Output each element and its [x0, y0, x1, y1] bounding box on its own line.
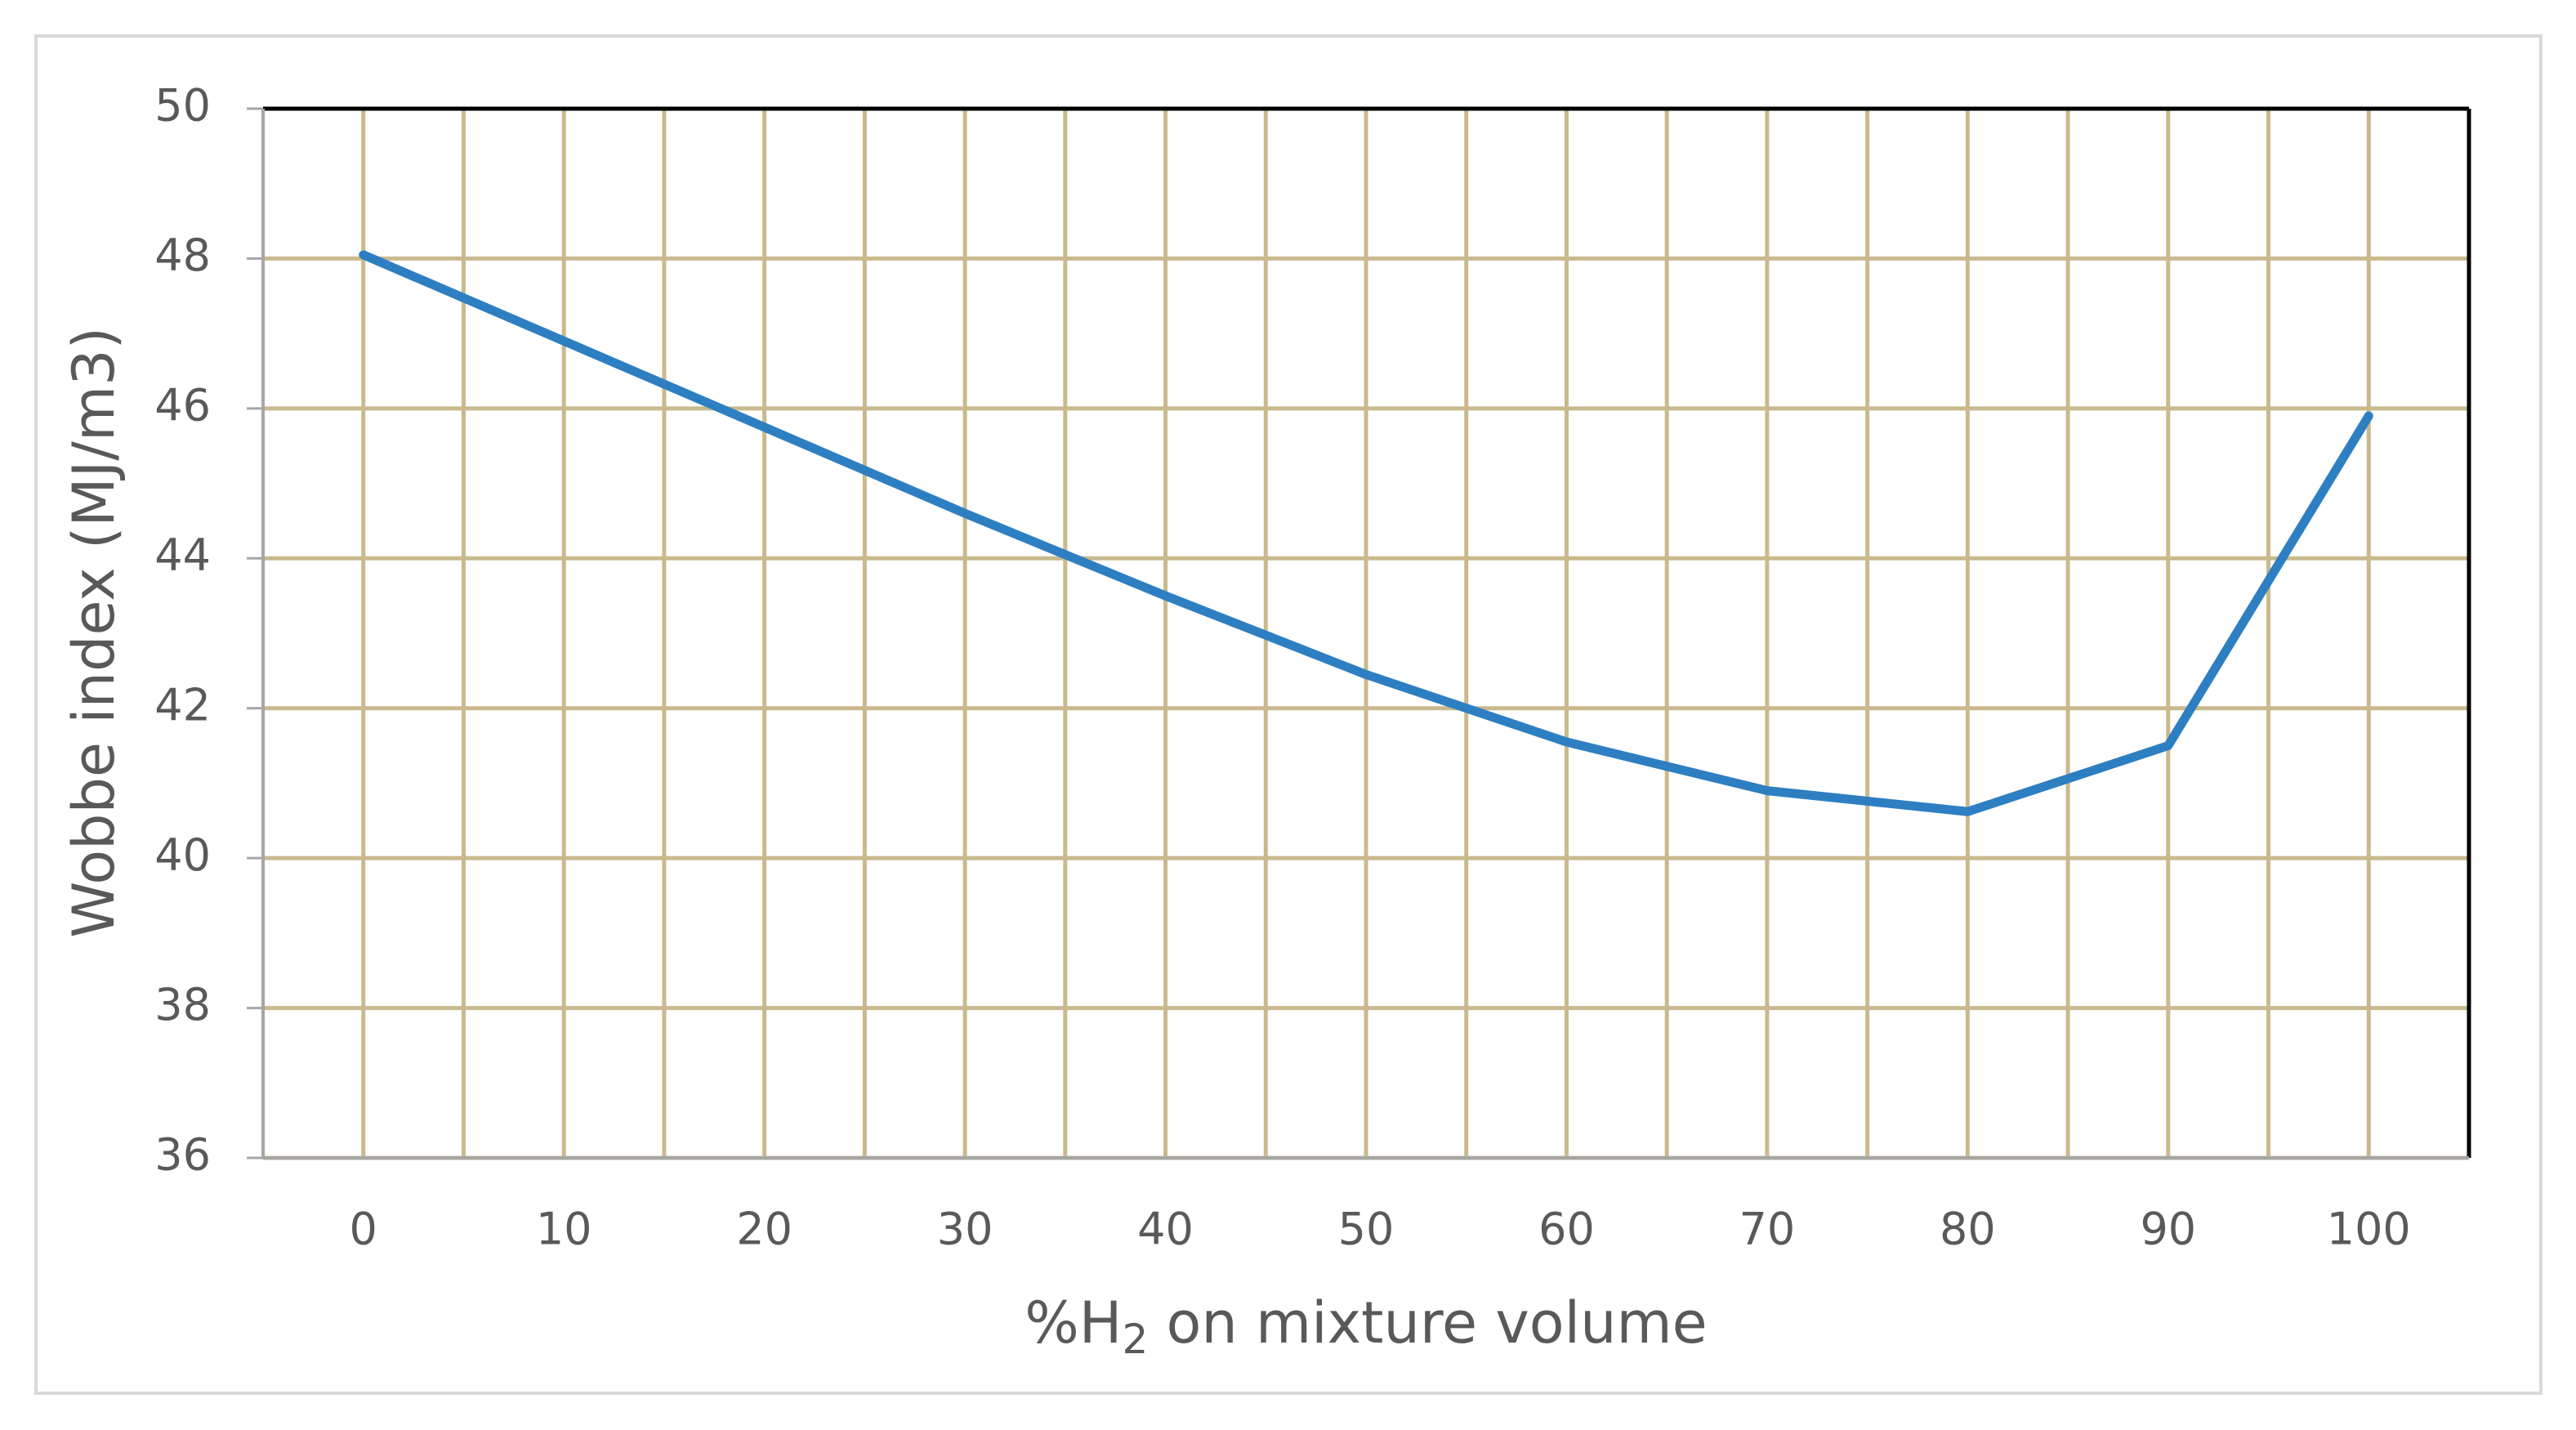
x-tick-label: 80: [1940, 1204, 1996, 1255]
data-line: [359, 250, 2373, 816]
x-tick-label: 40: [1137, 1204, 1194, 1255]
x-tick-label: 10: [536, 1204, 592, 1255]
y-tick-label: 36: [154, 1129, 211, 1181]
y-tick-label: 38: [154, 979, 211, 1030]
x-tick-label: 100: [2327, 1204, 2411, 1255]
y-tick-label: 44: [154, 530, 211, 581]
x-label-part: %H: [1025, 1289, 1122, 1356]
x-axis-label: %H2 on mixture volume: [1025, 1289, 1707, 1362]
x-tick-label: 90: [2140, 1204, 2196, 1255]
y-tick-label: 42: [154, 679, 211, 731]
y-axis-label: Wobbe index (MJ/m3): [60, 327, 127, 938]
x-tick-label: 70: [1739, 1204, 1796, 1255]
y-tick-label: 50: [154, 80, 211, 132]
x-label-subscript: 2: [1122, 1316, 1148, 1363]
y-tick-label: 48: [154, 230, 211, 281]
x-tick-label: 30: [937, 1204, 993, 1255]
y-tick-label: 46: [154, 379, 211, 431]
x-label-part: on mixture volume: [1148, 1289, 1707, 1356]
x-tick-label: 50: [1338, 1204, 1395, 1255]
chart-border: [34, 34, 2543, 1395]
y-tick-label: 40: [154, 829, 211, 881]
x-tick-label: 0: [350, 1204, 377, 1255]
x-tick-label: 60: [1538, 1204, 1595, 1255]
x-tick-label: 20: [736, 1204, 792, 1255]
